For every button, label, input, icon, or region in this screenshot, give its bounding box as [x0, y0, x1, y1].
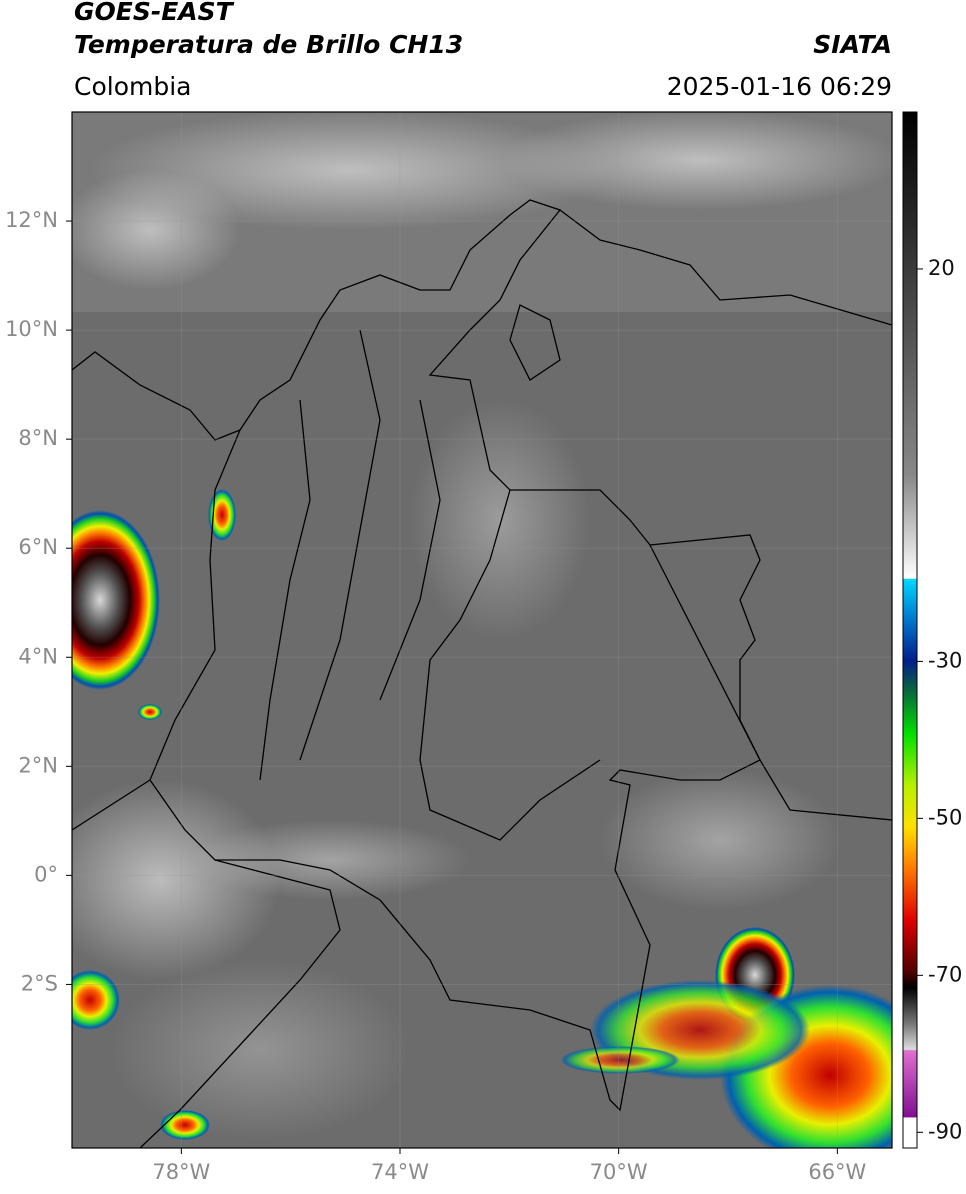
x-tick-label: 78°W: [152, 1160, 210, 1184]
title: GOES-EAST: [74, 0, 235, 26]
x-tick-label: 66°W: [808, 1160, 866, 1184]
colorbar-tick-label: 20: [928, 256, 955, 280]
grid: [72, 112, 892, 1148]
y-tick-label: 8°N: [18, 426, 58, 450]
x-tick-label: 74°W: [371, 1160, 429, 1184]
satellite-image: [72, 112, 892, 1148]
region: Colombia: [74, 72, 191, 101]
colorbar-tick-label: -30: [928, 648, 962, 672]
source: SIATA: [813, 30, 892, 59]
y-tick-label: 10°N: [5, 317, 58, 341]
colorbar-tick-label: -70: [928, 962, 962, 986]
datetime: 2025-01-16 06:29: [667, 72, 892, 101]
x-tick-label: 70°W: [590, 1160, 648, 1184]
colorbar: [902, 111, 918, 1149]
y-tick-label: 12°N: [5, 208, 58, 232]
y-tick-label: 4°N: [18, 644, 58, 668]
colorbar-tick-label: -90: [928, 1119, 962, 1143]
y-tick-label: 0°: [34, 862, 58, 886]
y-tick-label: 6°N: [18, 535, 58, 559]
subtitle: Temperatura de Brillo CH13: [74, 30, 463, 59]
y-tick-label: 2°S: [21, 971, 58, 995]
map-frame: [71, 111, 893, 1149]
colorbar-tick-label: -50: [928, 805, 962, 829]
y-tick-label: 2°N: [18, 753, 58, 777]
